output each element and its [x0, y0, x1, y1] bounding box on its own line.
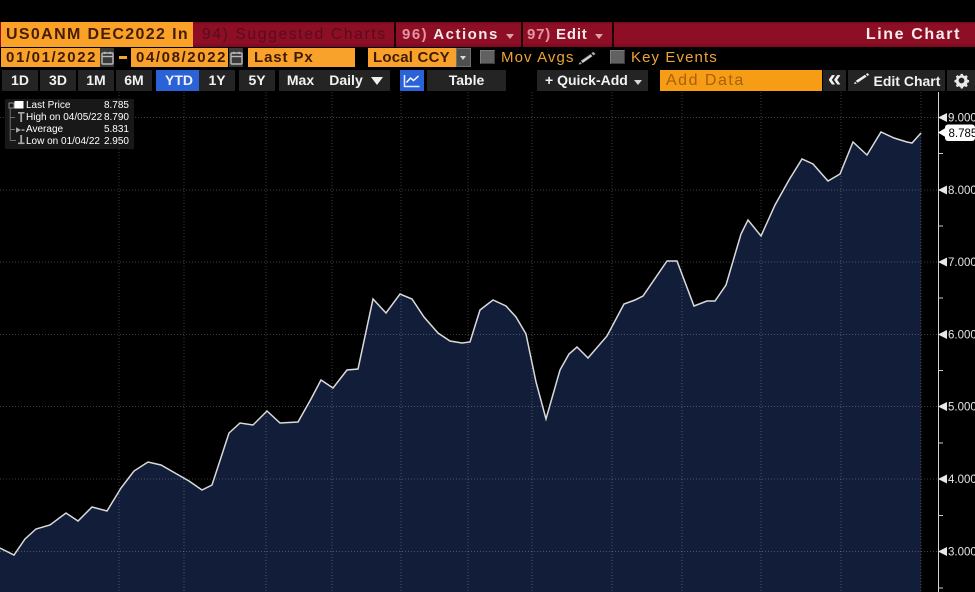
svg-text:6.000: 6.000: [948, 330, 975, 342]
svg-text:9.000: 9.000: [948, 113, 975, 125]
svg-text:8.785: 8.785: [949, 128, 975, 140]
svg-text:3.000: 3.000: [948, 547, 975, 559]
svg-text:7.000: 7.000: [948, 257, 975, 269]
svg-text:8.000: 8.000: [948, 185, 975, 197]
svg-text:5.000: 5.000: [948, 402, 975, 414]
svg-text:4.000: 4.000: [948, 474, 975, 486]
